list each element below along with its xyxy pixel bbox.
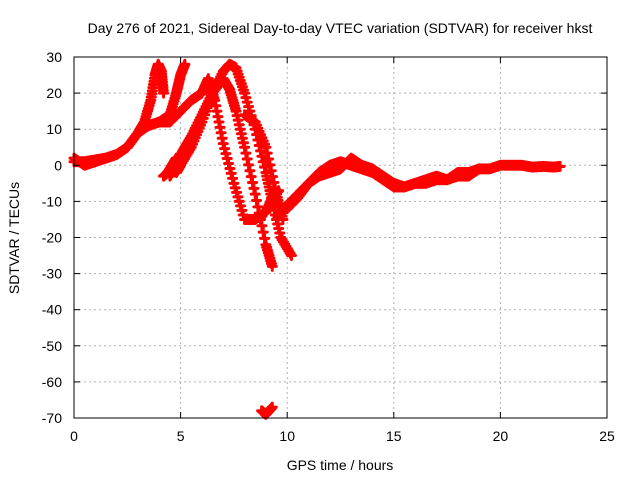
data-point xyxy=(170,152,182,164)
y-tick-label: -60 xyxy=(42,374,62,390)
series-layer xyxy=(68,58,566,420)
x-axis-label: GPS time / hours xyxy=(287,457,394,473)
axes: 0 5 10 15 20 25 30 20 10 0 -10 -20 -30 -40 -50 -60 -70 xyxy=(42,49,615,444)
y-tick-label: 20 xyxy=(46,85,62,101)
data-point xyxy=(266,260,278,272)
data-point xyxy=(179,58,191,70)
x-tick-label: 5 xyxy=(177,428,185,444)
x-tick-label: 20 xyxy=(493,428,509,444)
y-tick-label: 10 xyxy=(46,121,62,137)
series-trace-10 xyxy=(256,401,278,420)
series-trace-5 xyxy=(164,73,278,272)
x-tick-label: 15 xyxy=(386,428,402,444)
x-tick-label: 0 xyxy=(70,428,78,444)
x-tick-label: 25 xyxy=(599,428,615,444)
y-tick-label: -20 xyxy=(42,230,62,246)
y-tick-label: -70 xyxy=(42,410,62,426)
data-point xyxy=(285,250,297,262)
data-point xyxy=(266,401,278,413)
y-tick-label: 0 xyxy=(54,157,62,173)
y-tick-label: 30 xyxy=(46,49,62,65)
y-tick-label: -30 xyxy=(42,266,62,282)
x-tick-label: 10 xyxy=(279,428,295,444)
series-trace-9 xyxy=(158,152,182,182)
y-tick-label: -40 xyxy=(42,302,62,318)
y-axis-label: SDTVAR / TECUs xyxy=(6,182,22,294)
series-trace-6 xyxy=(239,109,289,225)
y-tick-label: -10 xyxy=(42,193,62,209)
series-trace-8 xyxy=(271,152,485,225)
data-point xyxy=(473,163,485,175)
data-point xyxy=(554,160,566,172)
chart-title: Day 276 of 2021, Sidereal Day-to-day VTE… xyxy=(88,20,593,36)
series-trace-2 xyxy=(68,58,191,171)
data-point xyxy=(158,87,170,99)
y-tick-label: -50 xyxy=(42,338,62,354)
